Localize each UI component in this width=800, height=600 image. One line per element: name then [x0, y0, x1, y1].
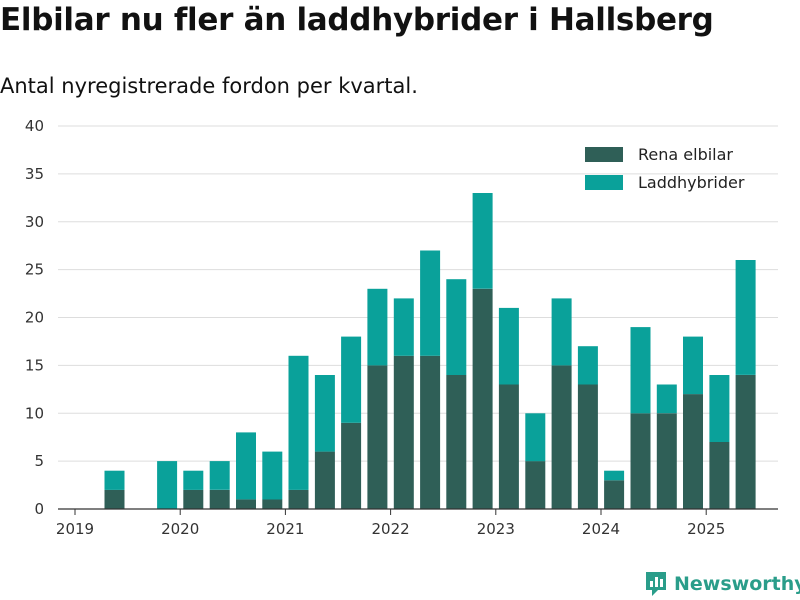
legend-swatch: [585, 147, 623, 162]
bar-segment-laddhybrider: [446, 279, 467, 375]
x-tick-label: 2025: [687, 520, 725, 538]
newsworthy-logo-icon: [646, 572, 666, 596]
bar-segment-laddhybrider: [104, 470, 125, 490]
bar-segment-laddhybrider: [735, 260, 756, 375]
bar-segment-laddhybrider: [525, 413, 546, 462]
bar-segment-laddhybrider: [393, 298, 414, 356]
bar-segment-rena-elbilar: [341, 422, 362, 509]
bar-segment-rena-elbilar: [446, 375, 467, 509]
legend-label: Laddhybrider: [638, 173, 745, 192]
bar-segment-rena-elbilar: [183, 489, 204, 509]
bar-segment-laddhybrider: [683, 336, 703, 395]
x-tick-label: 2024: [582, 520, 620, 538]
legend-label: Rena elbilar: [638, 145, 733, 164]
y-tick-label: 0: [34, 500, 44, 518]
bar-segment-rena-elbilar: [735, 375, 756, 509]
bar-segment-rena-elbilar: [604, 480, 625, 509]
bar-segment-laddhybrider: [472, 193, 493, 289]
x-tick-label: 2022: [372, 520, 410, 538]
bars: [104, 193, 756, 510]
bar-segment-laddhybrider: [604, 470, 625, 481]
bar-segment-laddhybrider: [367, 288, 388, 366]
bar-segment-rena-elbilar: [525, 461, 546, 509]
bar-segment-rena-elbilar: [498, 384, 519, 509]
bar-segment-laddhybrider: [551, 298, 572, 366]
bar-segment-rena-elbilar: [262, 499, 283, 509]
bar-segment-laddhybrider: [183, 470, 204, 490]
x-tick-label: 2020: [161, 520, 199, 538]
bar-segment-rena-elbilar: [314, 451, 335, 509]
y-tick-label: 40: [25, 117, 44, 135]
gridlines: [58, 125, 778, 462]
y-tick-label: 15: [25, 356, 44, 374]
y-tick-label: 10: [25, 404, 44, 422]
chart-title: Elbilar nu fler än laddhybrider i Hallsb…: [0, 2, 714, 38]
y-tick-label: 25: [25, 261, 44, 279]
y-tick-label: 5: [34, 452, 44, 470]
chart-subtitle: Antal nyregistrerade fordon per kvartal.: [0, 74, 418, 98]
bar-segment-laddhybrider: [630, 327, 651, 414]
bar-segment-rena-elbilar: [420, 355, 441, 509]
bar-segment-rena-elbilar: [367, 365, 388, 509]
bar-segment-rena-elbilar: [709, 442, 730, 509]
bar-segment-rena-elbilar: [236, 499, 256, 509]
x-axis: 2019 2020 2021 2022 2023 2024 2025: [56, 509, 725, 538]
bar-segment-laddhybrider: [341, 336, 362, 423]
legend: Rena elbilar Laddhybrider: [585, 145, 745, 192]
x-tick-label: 2021: [266, 520, 304, 538]
bar-segment-rena-elbilar: [551, 365, 572, 509]
bar-segment-laddhybrider: [656, 384, 677, 414]
legend-swatch: [585, 175, 623, 190]
brand-logo: Newsworthy: [644, 568, 800, 600]
bar-segment-laddhybrider: [236, 432, 256, 500]
bar-segment-rena-elbilar: [683, 394, 703, 509]
x-tick-label: 2023: [477, 520, 515, 538]
bar-segment-rena-elbilar: [209, 489, 230, 509]
bar-segment-rena-elbilar: [393, 355, 414, 509]
bar-segment-rena-elbilar: [577, 384, 598, 509]
bar-segment-rena-elbilar: [630, 413, 651, 510]
bar-segment-laddhybrider: [262, 451, 283, 500]
x-tick-label: 2019: [56, 520, 94, 538]
y-tick-label: 35: [25, 165, 44, 183]
bar-segment-rena-elbilar: [288, 489, 309, 509]
bar-segment-rena-elbilar: [104, 489, 125, 509]
brand-name: Newsworthy: [674, 573, 800, 595]
bar-segment-rena-elbilar: [472, 288, 493, 509]
bar-segment-laddhybrider: [314, 375, 335, 452]
bar-segment-laddhybrider: [420, 250, 441, 356]
bar-segment-laddhybrider: [498, 307, 519, 385]
bar-segment-laddhybrider: [288, 355, 309, 490]
bar-segment-laddhybrider: [209, 461, 230, 490]
y-tick-label: 30: [25, 213, 44, 231]
bar-segment-laddhybrider: [157, 461, 178, 509]
bar-segment-laddhybrider: [577, 346, 598, 385]
y-axis: 0 5 10 15 20 25 30 35 40: [25, 117, 44, 518]
bar-segment-rena-elbilar: [656, 413, 677, 510]
y-tick-label: 20: [25, 309, 44, 327]
bar-segment-laddhybrider: [709, 375, 730, 442]
